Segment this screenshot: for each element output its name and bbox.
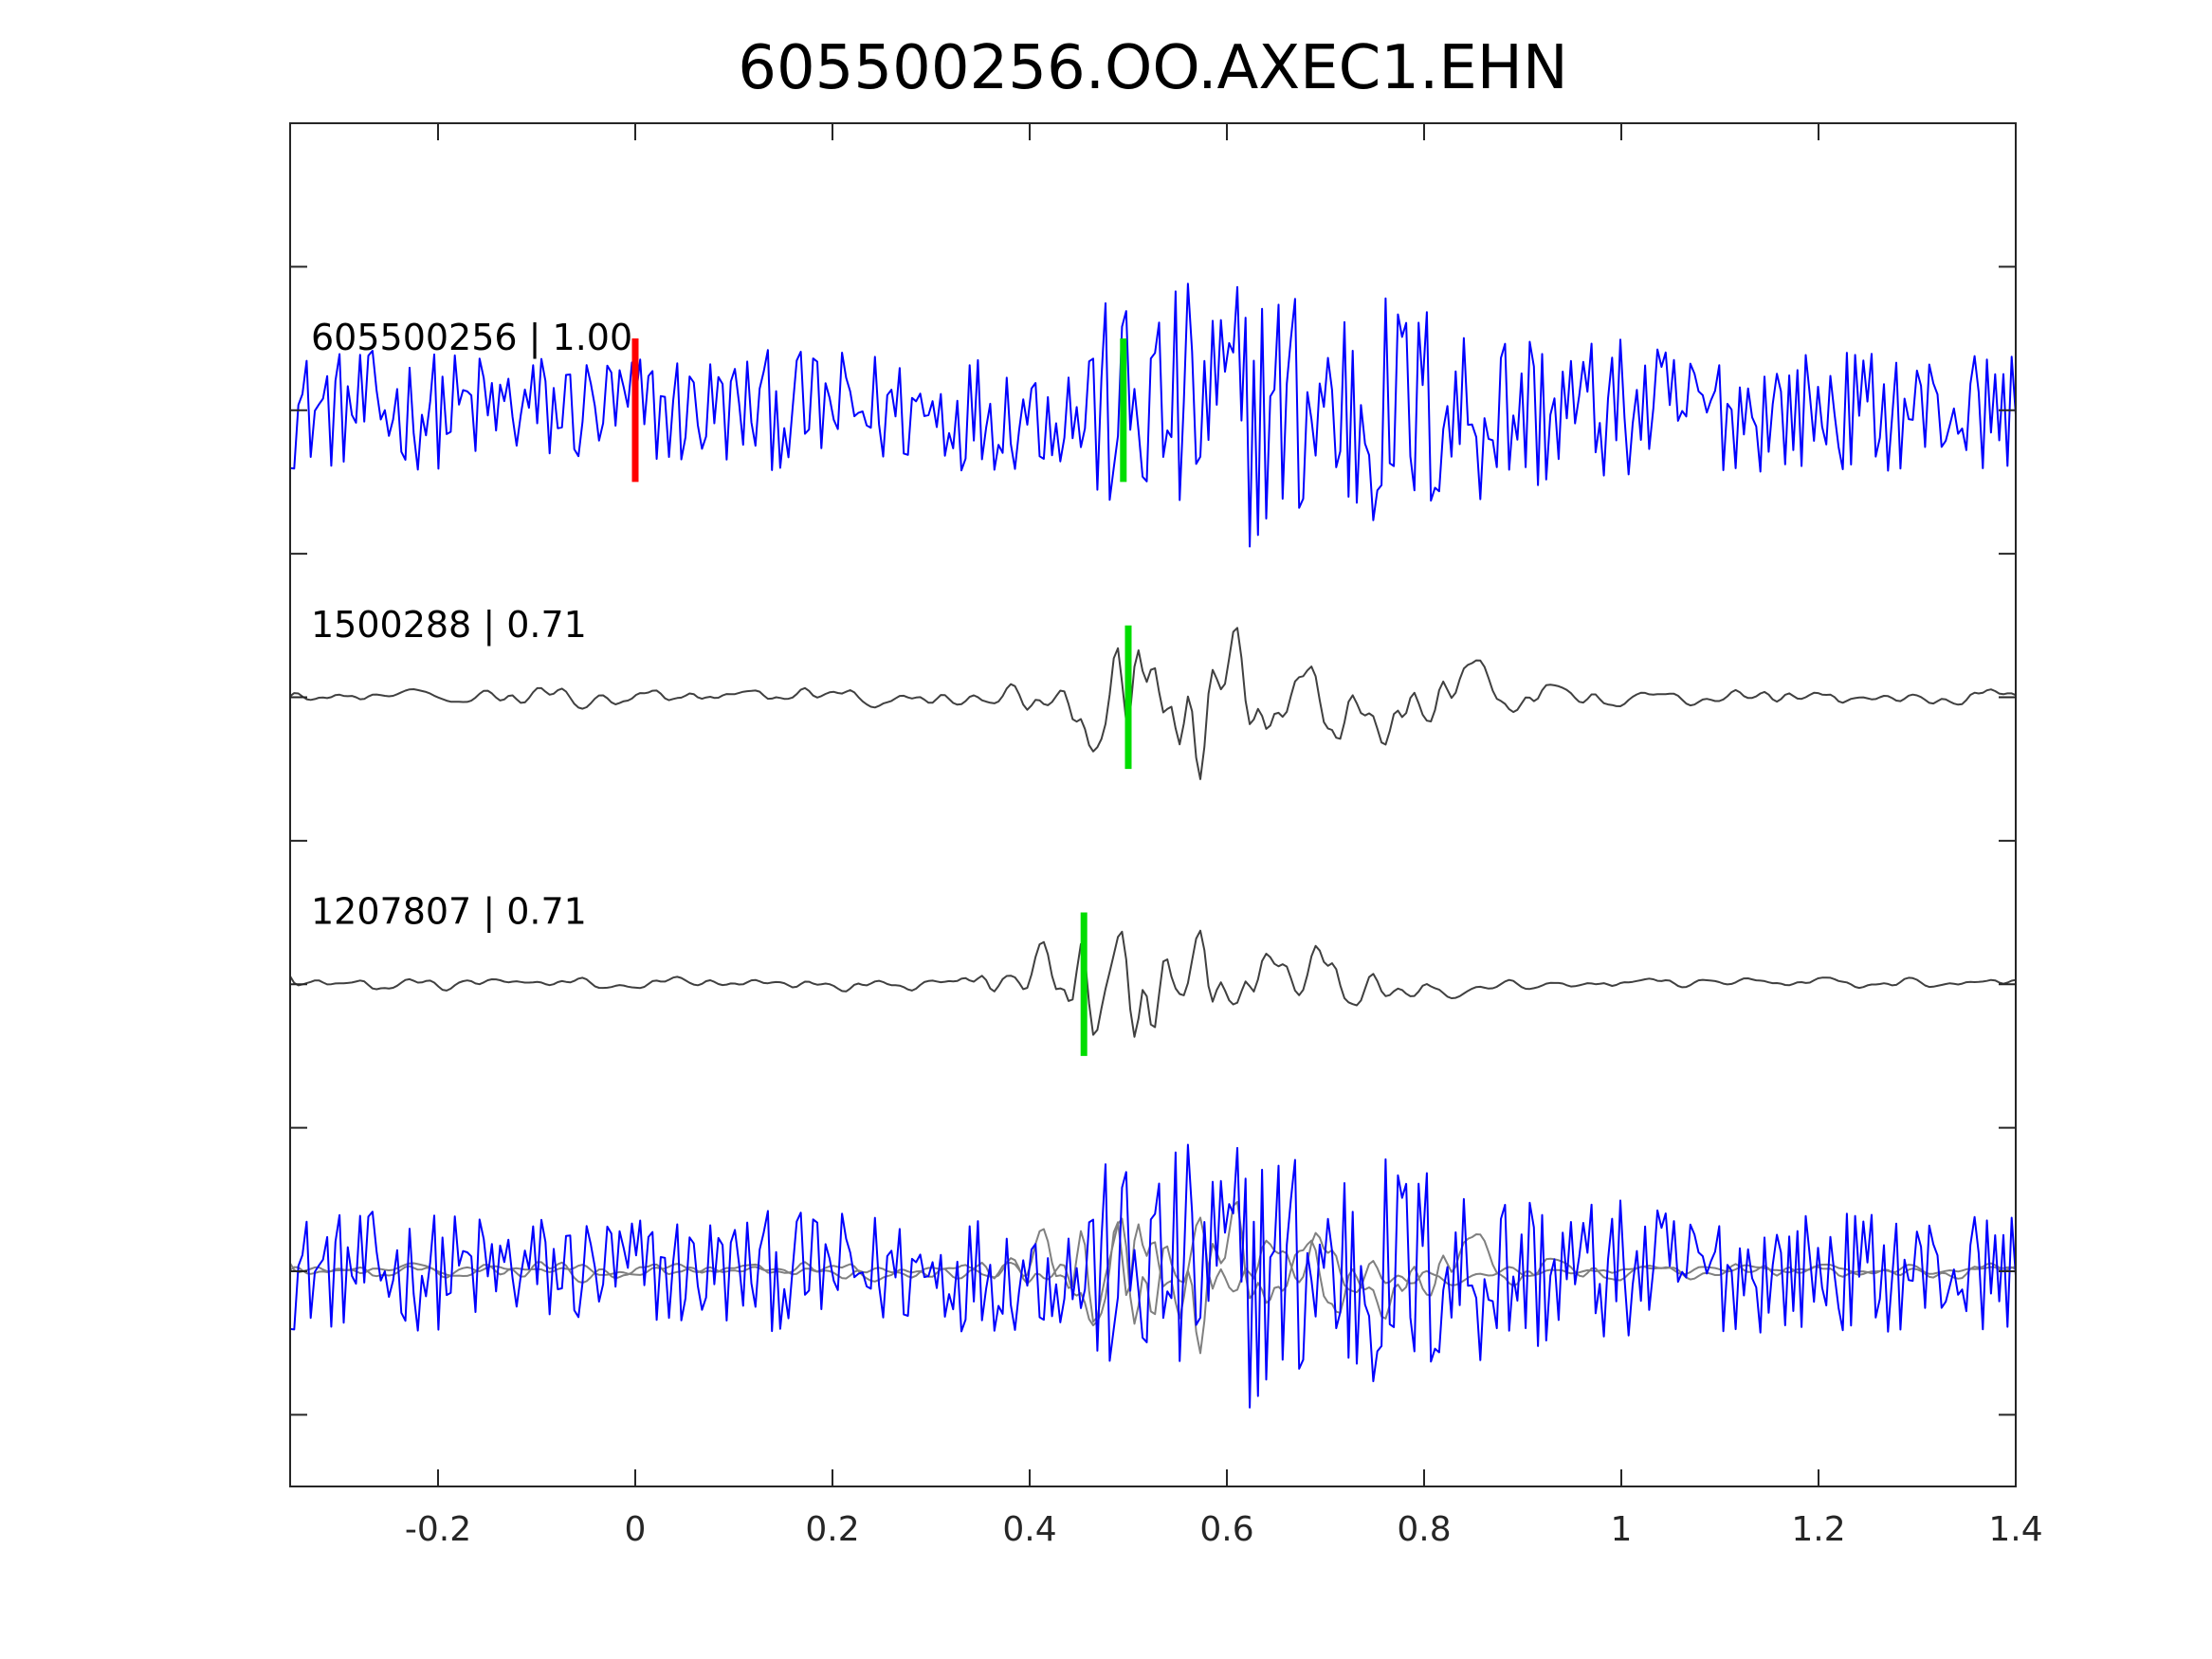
chart-title: 605500256.OO.AXEC1.EHN [738,33,1568,103]
overlay-trace-605500256 [289,1143,2017,1409]
x-tick-label: 1 [1611,1510,1633,1549]
x-tick-label: 0.6 [1199,1510,1253,1549]
x-tick-labels: -0.2 0 0.2 0.4 0.6 0.8 1 1.2 1.4 [405,1510,2043,1549]
x-tick-label: 0.4 [1002,1510,1056,1549]
x-tick-label: 1.4 [1988,1510,2042,1549]
axes-box [289,122,2017,1487]
x-tick-label: 0.2 [805,1510,859,1549]
overlay-trace-1500288 [289,1200,2017,1355]
x-tick-label: -0.2 [405,1510,471,1549]
trace-label: 1207807 | 0.71 [311,891,587,934]
trace-labels: 605500256 | 1.00 1500288 | 0.71 1207807 | … [311,317,632,933]
overlay-trace-1207807 [289,1216,2017,1325]
traces-layer [289,283,2017,1409]
trace-label: 1500288 | 0.71 [311,604,587,647]
trace-1207807 [289,929,2017,1038]
trace-605500256 [289,283,2017,548]
picks-layer [631,338,1132,1056]
x-tick-label: 0 [625,1510,647,1549]
trace-label: 605500256 | 1.00 [311,317,632,359]
x-tick-label: 1.2 [1791,1510,1845,1549]
axis-ticks [290,123,2017,1486]
trace-1500288 [289,627,2017,780]
x-tick-label: 0.8 [1397,1510,1451,1549]
